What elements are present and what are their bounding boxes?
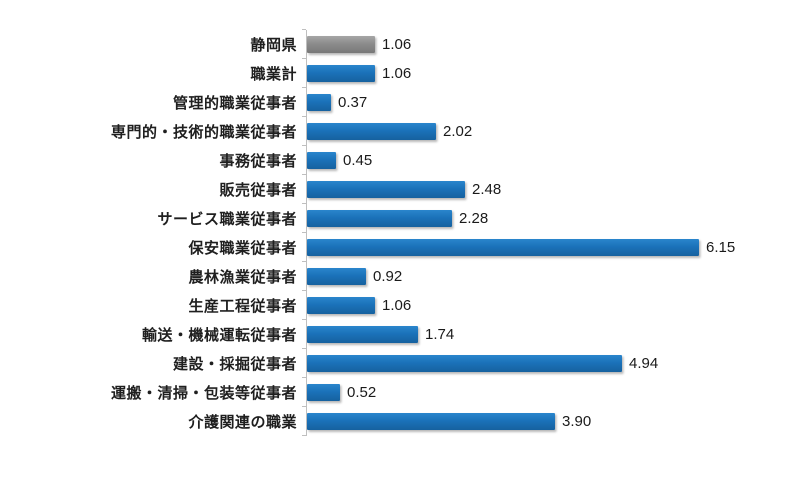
bar-chart: 静岡県 1.06 職業計 1.06 管理的職業従事者 0.37 専門的・技術的職… [0, 29, 800, 436]
category-label: 輸送・機械運転従事者 [141, 327, 297, 344]
bar [307, 413, 555, 430]
value-label: 1.06 [382, 65, 412, 82]
value-label: 2.02 [443, 123, 473, 140]
chart-row: 建設・採掘従事者 4.94 [0, 348, 800, 378]
plot-cell: 0.92 [302, 261, 800, 291]
chart-rows: 静岡県 1.06 職業計 1.06 管理的職業従事者 0.37 専門的・技術的職… [0, 29, 800, 436]
chart-row: 農林漁業従事者 0.92 [0, 261, 800, 291]
plot-cell: 3.90 [302, 406, 800, 436]
bar [307, 94, 331, 111]
category-label: 生産工程従事者 [188, 298, 297, 315]
chart-row: 輸送・機械運転従事者 1.74 [0, 319, 800, 349]
plot-cell: 6.15 [302, 232, 800, 262]
chart-row: 保安職業従事者 6.15 [0, 232, 800, 262]
bar [307, 239, 699, 256]
plot-cell: 4.94 [302, 348, 800, 378]
value-label: 0.92 [373, 268, 403, 285]
chart-row: 職業計 1.06 [0, 58, 800, 88]
chart-row: 販売従事者 2.48 [0, 174, 800, 204]
value-label: 2.28 [459, 210, 489, 227]
bar [307, 152, 336, 169]
bar [307, 210, 452, 227]
value-label: 6.15 [706, 239, 736, 256]
plot-cell: 0.45 [302, 145, 800, 175]
category-label: 静岡県 [250, 37, 297, 54]
bar [307, 297, 375, 314]
chart-row: 運搬・清掃・包装等従事者 0.52 [0, 377, 800, 407]
bar [307, 181, 465, 198]
value-label: 3.90 [562, 413, 592, 430]
bar [307, 384, 340, 401]
bar [307, 65, 375, 82]
category-label: 専門的・技術的職業従事者 [110, 124, 297, 141]
plot-cell: 0.37 [302, 87, 800, 117]
category-label: 農林漁業従事者 [188, 269, 297, 286]
value-label: 0.52 [347, 384, 377, 401]
category-label: 運搬・清掃・包装等従事者 [110, 385, 297, 402]
plot-cell: 1.06 [302, 58, 800, 88]
chart-row: 静岡県 1.06 [0, 29, 800, 59]
chart-row: 生産工程従事者 1.06 [0, 290, 800, 320]
bar [307, 268, 366, 285]
category-label: 販売従事者 [219, 182, 297, 199]
plot-cell: 2.02 [302, 116, 800, 146]
plot-cell: 1.06 [302, 29, 800, 59]
value-label: 1.74 [425, 326, 455, 343]
chart-row: 介護関連の職業 3.90 [0, 406, 800, 436]
value-label: 0.37 [338, 94, 368, 111]
bar [307, 355, 622, 372]
plot-cell: 0.52 [302, 377, 800, 407]
plot-cell: 2.48 [302, 174, 800, 204]
category-label: 保安職業従事者 [188, 240, 297, 257]
value-label: 2.48 [472, 181, 502, 198]
category-label: 事務従事者 [219, 153, 297, 170]
chart-row: 管理的職業従事者 0.37 [0, 87, 800, 117]
category-label: サービス職業従事者 [157, 211, 297, 228]
category-label: 建設・採掘従事者 [172, 356, 297, 373]
plot-cell: 1.06 [302, 290, 800, 320]
category-label: 介護関連の職業 [188, 414, 297, 431]
value-label: 4.94 [629, 355, 659, 372]
chart-row: サービス職業従事者 2.28 [0, 203, 800, 233]
bar [307, 326, 418, 343]
value-label: 1.06 [382, 297, 412, 314]
category-label: 管理的職業従事者 [172, 95, 297, 112]
chart-row: 専門的・技術的職業従事者 2.02 [0, 116, 800, 146]
plot-cell: 2.28 [302, 203, 800, 233]
value-label: 0.45 [343, 152, 373, 169]
bar [307, 36, 375, 53]
chart-row: 事務従事者 0.45 [0, 145, 800, 175]
bar [307, 123, 436, 140]
category-label: 職業計 [250, 66, 297, 83]
plot-cell: 1.74 [302, 319, 800, 349]
value-label: 1.06 [382, 36, 412, 53]
